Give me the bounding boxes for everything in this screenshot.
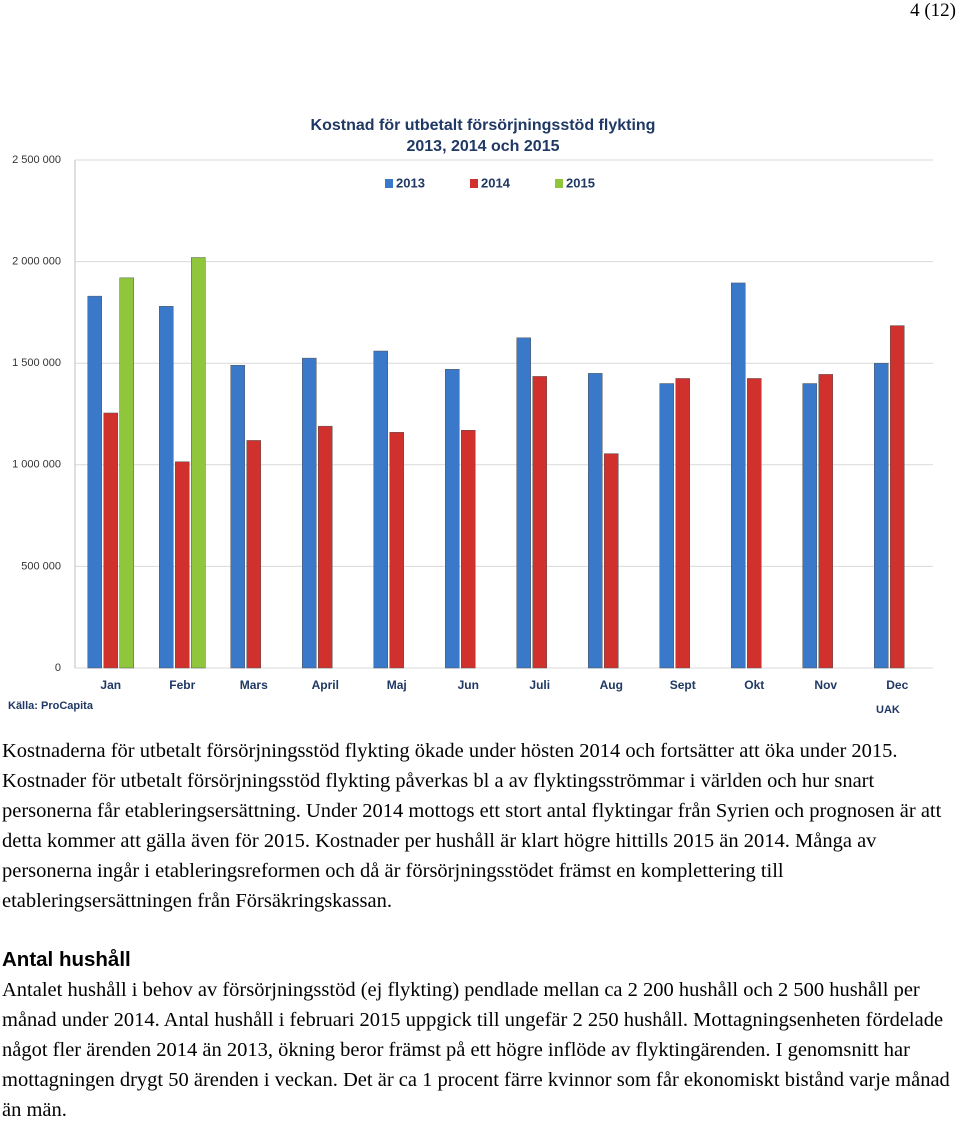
bar: [119, 277, 134, 669]
x-tick-label: Febr: [169, 678, 195, 692]
bar: [175, 461, 190, 669]
bar: [445, 369, 460, 669]
x-tick-label: Sept: [670, 678, 696, 692]
chart-subtitle: 2013, 2014 och 2015: [406, 138, 559, 155]
chart-title: Kostnad för utbetalt försörjningsstöd fl…: [311, 117, 656, 134]
bar: [532, 376, 547, 669]
y-tick-label: 1 000 000: [12, 459, 61, 471]
y-tick-label: 2 000 000: [12, 256, 61, 268]
x-tick-label: April: [312, 678, 339, 692]
bar: [159, 306, 174, 669]
page-number: 4 (12): [910, 0, 956, 21]
x-tick-label: Jan: [100, 678, 121, 692]
bar: [103, 412, 118, 669]
bar: [659, 383, 674, 669]
x-tick-label: Aug: [600, 678, 623, 692]
chart: Kostnad för utbetalt försörjningsstöd fl…: [8, 117, 933, 716]
bar: [87, 295, 102, 669]
y-tick-label: 2 500 000: [12, 154, 61, 166]
x-tick-label: Jun: [458, 678, 479, 692]
legend-swatch: [470, 179, 478, 188]
bar: [890, 325, 905, 669]
bar: [604, 453, 619, 669]
bar: [802, 383, 817, 669]
bar: [818, 374, 833, 669]
bar: [461, 430, 476, 669]
legend-swatch: [555, 179, 563, 188]
bar: [675, 378, 690, 669]
note: UAK: [876, 704, 900, 716]
x-tick-label: Juli: [529, 678, 550, 692]
bar: [191, 257, 206, 669]
bar: [874, 362, 889, 669]
legend-label: 2013: [396, 175, 425, 190]
bar: [516, 337, 531, 669]
y-tick-label: 0: [55, 662, 61, 674]
paragraph: Antalet hushåll i behov av försörjningss…: [2, 979, 950, 1121]
section-heading: Antal hushåll: [2, 948, 131, 971]
y-tick-label: 1 500 000: [12, 357, 61, 369]
bar: [318, 425, 333, 669]
x-tick-label: Dec: [886, 678, 908, 692]
body-text: Kostnaderna för utbetalt försörjningsstö…: [2, 736, 958, 1125]
x-tick-label: Okt: [744, 678, 764, 692]
x-tick-label: Nov: [814, 678, 837, 692]
legend-swatch: [385, 179, 393, 188]
bar: [747, 378, 762, 669]
bar: [389, 432, 404, 669]
legend-label: 2015: [566, 175, 595, 190]
legend-label: 2014: [481, 175, 511, 190]
bar: [302, 357, 317, 669]
bar: [230, 364, 245, 669]
x-tick-label: Maj: [387, 678, 407, 692]
paragraph: Kostnaderna för utbetalt försörjningsstö…: [2, 740, 942, 912]
bar: [588, 373, 603, 669]
bar: [246, 440, 261, 669]
x-tick-label: Mars: [240, 678, 268, 692]
y-tick-label: 500 000: [21, 560, 61, 572]
bar: [731, 282, 746, 669]
source: Källa: ProCapita: [8, 700, 94, 712]
bar: [373, 350, 388, 669]
